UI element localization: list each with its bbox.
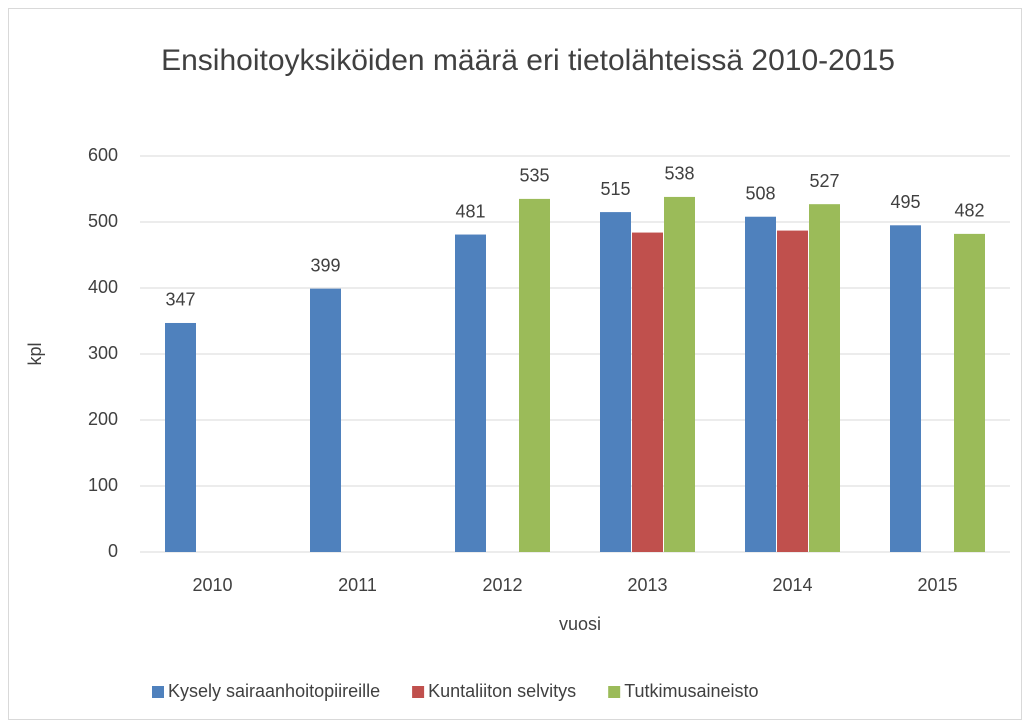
y-tick-label: 0 xyxy=(108,541,118,561)
chart-title: Ensihoitoyksiköiden määrä eri tietolähte… xyxy=(161,44,895,77)
data-label: 399 xyxy=(310,255,340,275)
chart-frame xyxy=(8,8,1022,720)
y-axis-label: kpl xyxy=(25,342,45,365)
data-label: 495 xyxy=(890,192,920,212)
x-axis-label: vuosi xyxy=(559,614,601,634)
x-tick-label: 2010 xyxy=(192,575,232,595)
y-tick-label: 400 xyxy=(88,277,118,297)
data-label: 508 xyxy=(745,183,775,203)
bar xyxy=(519,198,550,552)
legend-swatch xyxy=(608,686,621,698)
bar xyxy=(600,212,631,552)
legend-label: Kysely sairaanhoitopiireille xyxy=(168,681,380,701)
data-label: 538 xyxy=(664,164,694,184)
data-label: 515 xyxy=(600,179,630,199)
bar xyxy=(954,233,985,552)
bar xyxy=(664,196,695,553)
data-label: 482 xyxy=(954,201,984,221)
bar xyxy=(632,232,663,552)
bar xyxy=(777,230,808,552)
bar xyxy=(809,204,840,552)
x-tick-label: 2011 xyxy=(338,575,377,595)
bar xyxy=(745,216,776,552)
data-label: 535 xyxy=(519,166,549,186)
y-tick-label: 200 xyxy=(88,409,118,429)
legend-label: Kuntaliiton selvitys xyxy=(428,681,576,701)
y-tick-label: 100 xyxy=(88,475,118,495)
x-tick-label: 2012 xyxy=(482,575,522,595)
y-tick-label: 300 xyxy=(88,343,118,363)
y-tick-label: 600 xyxy=(88,145,118,165)
x-tick-label: 2014 xyxy=(772,575,812,595)
bar xyxy=(165,322,196,552)
bar xyxy=(310,288,341,552)
y-tick-label: 500 xyxy=(88,211,118,231)
bar xyxy=(455,234,486,553)
bar xyxy=(890,225,921,553)
data-label: 527 xyxy=(809,171,839,191)
x-tick-label: 2015 xyxy=(917,575,957,595)
data-label: 347 xyxy=(165,290,195,310)
legend-label: Tutkimusaineisto xyxy=(624,681,758,701)
legend-swatch xyxy=(152,686,164,698)
x-tick-label: 2013 xyxy=(627,575,667,595)
data-label: 481 xyxy=(455,201,485,221)
legend-swatch xyxy=(412,686,425,698)
